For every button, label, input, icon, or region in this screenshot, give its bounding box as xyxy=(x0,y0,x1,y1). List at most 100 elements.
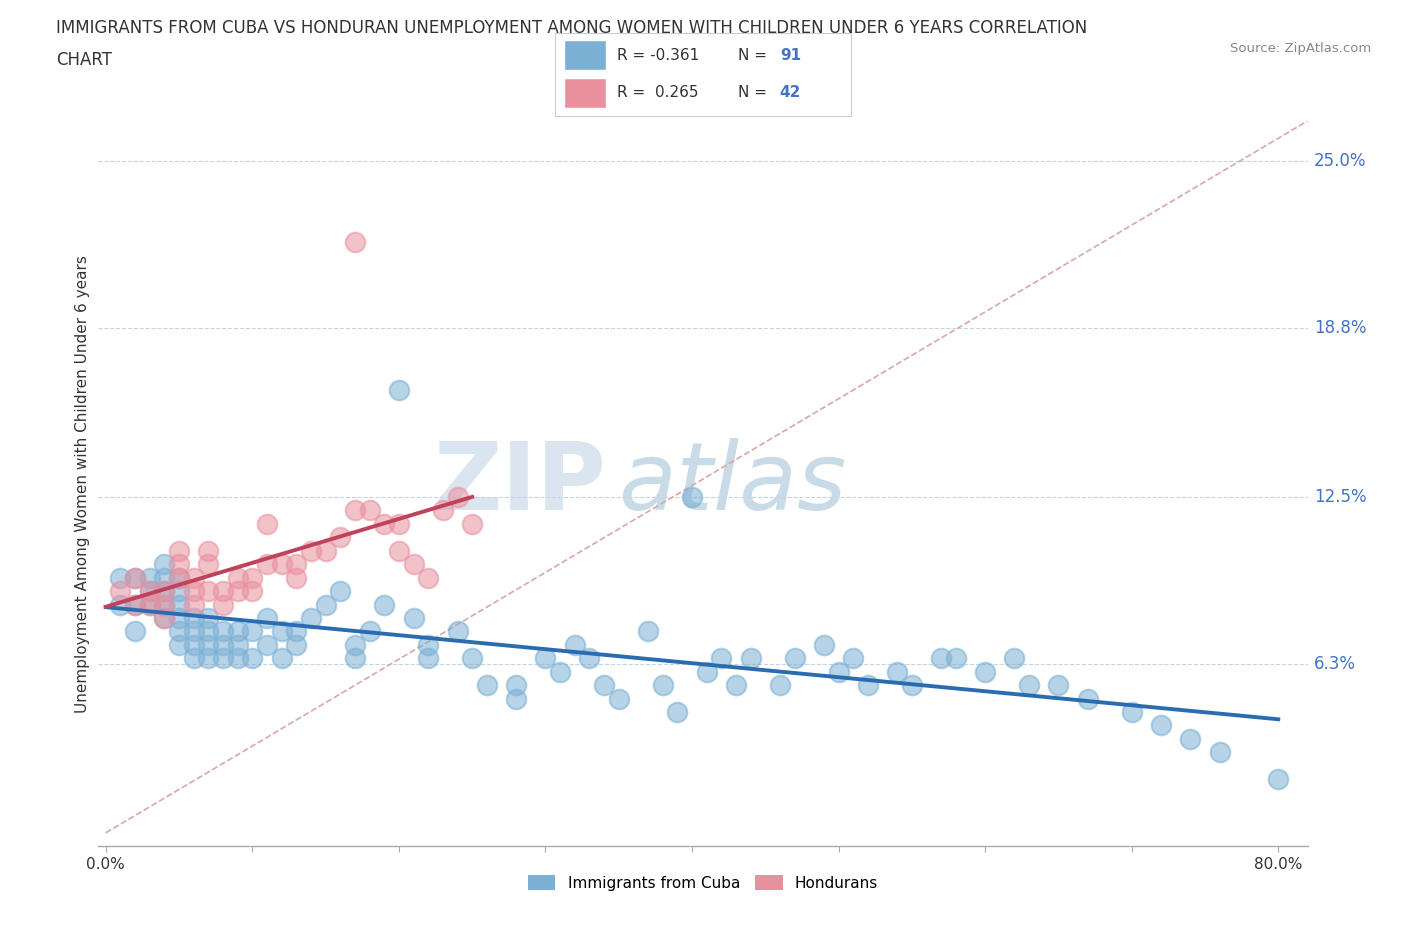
Point xyxy=(343,651,366,666)
Point xyxy=(183,597,205,612)
Point xyxy=(153,584,176,599)
Point xyxy=(153,610,176,625)
Point xyxy=(226,624,249,639)
Point xyxy=(886,664,908,679)
Point xyxy=(343,503,366,518)
Point xyxy=(783,651,806,666)
Point xyxy=(724,678,747,693)
Point xyxy=(696,664,718,679)
Point xyxy=(402,610,425,625)
Point xyxy=(299,610,322,625)
Point xyxy=(226,637,249,652)
Point xyxy=(110,597,132,612)
Point xyxy=(285,637,308,652)
Text: 6.3%: 6.3% xyxy=(1313,655,1355,672)
Point xyxy=(446,624,468,639)
Point xyxy=(124,570,146,585)
Point xyxy=(167,570,190,585)
Point xyxy=(315,597,337,612)
Point xyxy=(197,624,219,639)
Text: IMMIGRANTS FROM CUBA VS HONDURAN UNEMPLOYMENT AMONG WOMEN WITH CHILDREN UNDER 6 : IMMIGRANTS FROM CUBA VS HONDURAN UNEMPLO… xyxy=(56,19,1087,36)
Point xyxy=(167,624,190,639)
Point xyxy=(740,651,762,666)
Point xyxy=(197,637,219,652)
Point xyxy=(945,651,967,666)
Point xyxy=(666,705,689,720)
Text: Source: ZipAtlas.com: Source: ZipAtlas.com xyxy=(1230,42,1371,55)
Point xyxy=(183,610,205,625)
Point xyxy=(138,597,160,612)
Point xyxy=(769,678,792,693)
Point xyxy=(343,637,366,652)
Point xyxy=(212,624,235,639)
Point xyxy=(138,570,160,585)
Point xyxy=(270,651,292,666)
Point xyxy=(153,597,176,612)
Point xyxy=(343,234,366,249)
Point xyxy=(418,570,440,585)
Point xyxy=(329,530,352,545)
Point xyxy=(197,543,219,558)
Point xyxy=(842,651,865,666)
Point xyxy=(1267,772,1289,787)
Point xyxy=(813,637,835,652)
Point xyxy=(418,651,440,666)
Point xyxy=(856,678,879,693)
Point xyxy=(637,624,659,639)
Point xyxy=(359,503,381,518)
Text: 91: 91 xyxy=(780,47,801,62)
Point xyxy=(651,678,673,693)
Point xyxy=(124,597,146,612)
Point xyxy=(167,637,190,652)
Point xyxy=(226,651,249,666)
Text: N =: N = xyxy=(738,86,768,100)
Point xyxy=(1180,731,1202,746)
FancyBboxPatch shape xyxy=(564,78,606,108)
Point xyxy=(315,543,337,558)
Point xyxy=(153,610,176,625)
Point xyxy=(681,489,703,504)
Text: 12.5%: 12.5% xyxy=(1313,488,1367,506)
Point xyxy=(197,584,219,599)
Point xyxy=(256,610,278,625)
Point xyxy=(124,570,146,585)
Point xyxy=(256,637,278,652)
Point xyxy=(373,516,395,531)
Point xyxy=(461,516,484,531)
Point xyxy=(446,489,468,504)
Point xyxy=(388,382,411,397)
Point xyxy=(1018,678,1040,693)
Point xyxy=(270,624,292,639)
Point xyxy=(212,597,235,612)
Point xyxy=(167,610,190,625)
Point xyxy=(256,557,278,572)
Point xyxy=(226,584,249,599)
Point xyxy=(505,678,527,693)
Point xyxy=(548,664,571,679)
Point xyxy=(461,651,484,666)
Point xyxy=(1047,678,1070,693)
FancyBboxPatch shape xyxy=(564,40,606,71)
Point xyxy=(432,503,454,518)
Point xyxy=(373,597,395,612)
Point xyxy=(593,678,616,693)
Point xyxy=(402,557,425,572)
Point xyxy=(1150,718,1173,733)
Point xyxy=(138,597,160,612)
Point xyxy=(212,637,235,652)
Point xyxy=(240,651,263,666)
Point xyxy=(153,584,176,599)
Y-axis label: Unemployment Among Women with Children Under 6 years: Unemployment Among Women with Children U… xyxy=(75,255,90,712)
Point xyxy=(167,557,190,572)
Text: N =: N = xyxy=(738,47,768,62)
Point xyxy=(183,637,205,652)
Point xyxy=(505,691,527,706)
Point xyxy=(256,516,278,531)
Point xyxy=(901,678,924,693)
Point xyxy=(197,610,219,625)
Point xyxy=(212,651,235,666)
Text: 42: 42 xyxy=(780,86,801,100)
Text: R =  0.265: R = 0.265 xyxy=(617,86,699,100)
Point xyxy=(285,624,308,639)
Point xyxy=(153,597,176,612)
